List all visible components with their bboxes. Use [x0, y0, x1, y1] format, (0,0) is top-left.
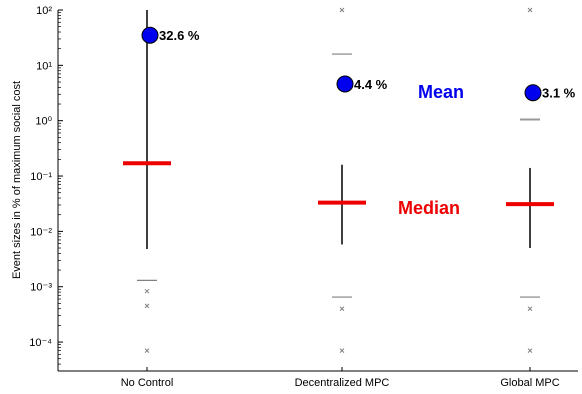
y-axis-label: Event sizes in % of maximum social cost	[11, 81, 23, 279]
x-category-label: No Control	[121, 377, 174, 389]
x-category-label: Global MPC	[500, 377, 559, 389]
mean-value-label: 3.1 %	[542, 86, 576, 101]
mean-marker	[336, 75, 354, 93]
mean-marker	[141, 26, 159, 44]
y-tick-label: 10⁰	[35, 116, 52, 128]
outlier-cross-b	[144, 348, 150, 353]
outlier-point	[527, 348, 533, 353]
legend-median: Median	[398, 198, 460, 218]
y-tick-label: 10⁻¹	[30, 171, 52, 183]
outlier-point	[339, 7, 345, 13]
outlier-cross-b	[339, 306, 345, 312]
outlier-point	[527, 306, 533, 312]
outlier-point	[144, 288, 150, 294]
y-tick-label: 10⁻⁴	[29, 337, 52, 349]
outlier-cross-b	[144, 303, 150, 309]
outlier-cross-b	[339, 7, 345, 13]
plot-labels: Event sizes in % of maximum social cost …	[11, 81, 464, 279]
outlier-cross-b	[527, 306, 533, 312]
plot-axes: 10⁻⁴ 10⁻³ 10⁻² 10⁻¹ 10⁰ 10¹ 10² No Control Decen…	[29, 5, 578, 389]
outlier-cross-b	[144, 288, 150, 294]
outlier-point	[527, 7, 533, 13]
outlier-cross-b	[527, 348, 533, 353]
y-tick-label: 10⁻³	[30, 282, 52, 294]
mean-value-label: 32.6 %	[159, 28, 200, 43]
y-tick-label: 10²	[36, 5, 52, 17]
outlier-point	[339, 348, 345, 353]
outlier-cross-b	[339, 348, 345, 353]
outlier-point	[339, 306, 345, 312]
y-tick-label: 10¹	[36, 60, 52, 72]
outlier-point	[144, 348, 150, 353]
x-category-label: Decentralized MPC	[295, 377, 390, 389]
y-tick-label: 10⁻²	[30, 226, 52, 238]
outlier-point	[144, 303, 150, 309]
legend-mean: Mean	[418, 82, 464, 102]
plot-marks: 32.6 % 4.4 % 3.1 %	[123, 7, 576, 353]
outlier-cross-b	[527, 7, 533, 13]
mean-marker	[524, 84, 542, 102]
mean-value-label: 4.4 %	[354, 77, 388, 92]
